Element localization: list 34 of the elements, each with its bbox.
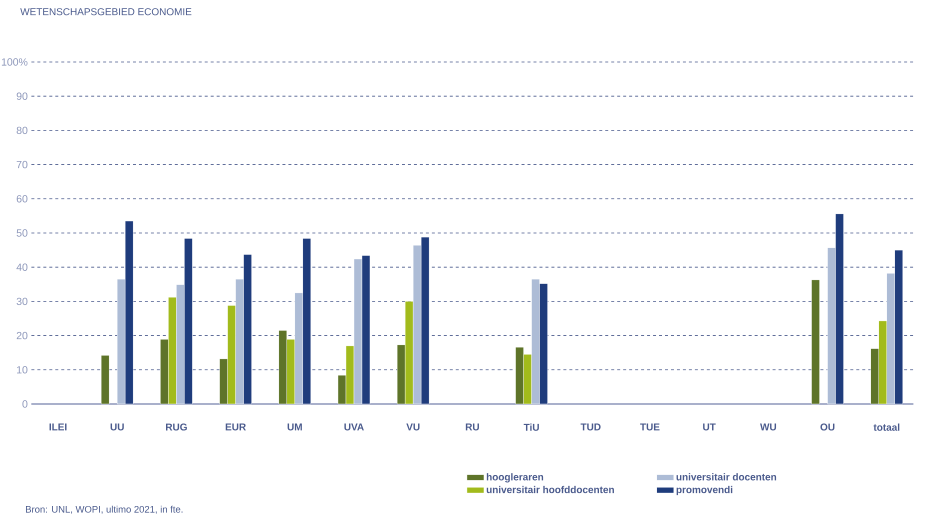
x-tick-label: ILEI <box>50 424 66 430</box>
bar <box>811 280 820 404</box>
x-tick-label: UVA <box>344 424 364 430</box>
x-tick-label: RU <box>466 424 479 430</box>
x-tick-label: VU <box>406 424 420 430</box>
legend-label: universitair hoofddocenten <box>486 486 614 494</box>
text: Bron: UNL, WOPI, ultimo 2021, in fte. <box>26 506 182 514</box>
y-tick-label: 50 <box>16 229 28 237</box>
legend-label: promovendi <box>676 486 732 496</box>
legend-label: universitair docenten <box>676 473 776 480</box>
chart-title: WETENSCHAPSGEBIED ECONOMIE <box>20 8 192 16</box>
y-tick-label: 100% <box>2 58 28 66</box>
x-tick-label: UU <box>110 424 124 430</box>
x-tick-label: WU <box>760 424 776 430</box>
y-tick-label: 40 <box>16 263 28 271</box>
x-tick-label: TUE <box>640 424 660 430</box>
x-tick-label: EUR <box>226 424 246 430</box>
y-tick-label: 70 <box>16 160 28 168</box>
legend-label: hoogleraren <box>486 473 544 482</box>
y-tick-label: 20 <box>16 332 28 340</box>
x-tick-label: UT <box>703 424 716 430</box>
x-tick-label: UM <box>288 424 302 430</box>
x-tick-label: OU <box>820 424 834 431</box>
y-tick-label: 10 <box>17 366 28 374</box>
x-tick-label: totaal <box>874 424 900 431</box>
x-tick-label: TiU <box>524 424 539 431</box>
y-tick-label: 60 <box>16 195 28 202</box>
y-tick-label: 90 <box>16 92 28 100</box>
y-tick-label: 80 <box>16 126 28 134</box>
x-tick-label: TUD <box>580 424 601 430</box>
bar <box>101 355 110 404</box>
x-tick-label: RUG <box>166 424 187 431</box>
y-tick-label: 0 <box>22 400 28 408</box>
y-tick-label: 30 <box>16 298 28 306</box>
